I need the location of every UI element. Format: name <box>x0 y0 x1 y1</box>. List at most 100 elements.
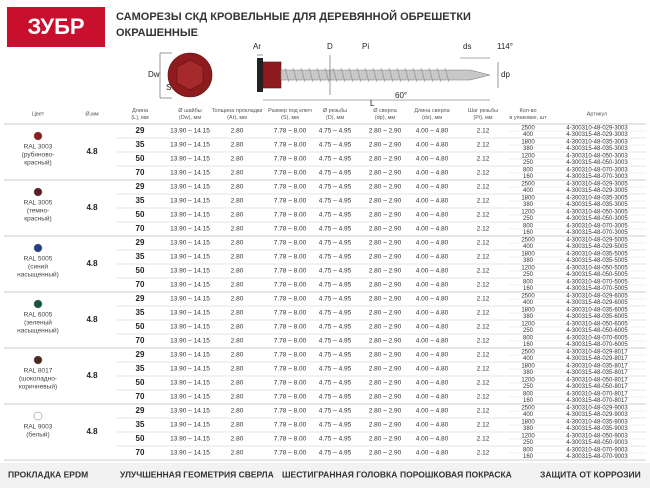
diameter: 4.8 <box>86 259 98 268</box>
spec-cell: 7.78 – 8.00 <box>274 212 307 219</box>
article: 4-300310-48-029-3005 <box>566 181 628 187</box>
spec-cell: 4.75 – 4.95 <box>319 254 352 261</box>
spec-cell: 2.12 <box>477 254 490 261</box>
column-header: (dp), мм <box>375 115 396 121</box>
spec-cell: 2.80 – 2.90 <box>369 324 402 331</box>
spec-cell: 13.90 – 14.15 <box>170 338 210 345</box>
spec-cell: 4.75 – 4.95 <box>319 170 352 177</box>
pack-qty: 400 <box>523 300 534 306</box>
spec-cell: 4.75 – 4.95 <box>319 338 352 345</box>
article: 4-300310-48-070-8017 <box>566 391 628 397</box>
color-name: (темно- <box>27 208 50 215</box>
pack-qty: 800 <box>523 223 534 229</box>
spec-cell: 2.80 <box>231 254 244 261</box>
spec-cell: 4.75 – 4.95 <box>319 128 352 135</box>
spec-cell: 7.78 – 8.00 <box>274 142 307 149</box>
spec-cell: 7.78 – 8.00 <box>274 450 307 457</box>
article: 4-300310-48-029-6005 <box>566 293 628 299</box>
spec-cell: 2.80 <box>231 296 244 303</box>
article: 4-300310-48-050-6005 <box>566 321 628 327</box>
spec-cell: 2.12 <box>477 352 490 359</box>
spec-cell: 2.80 – 2.90 <box>369 170 402 177</box>
article: 4-300315-48-050-6005 <box>566 328 628 334</box>
pack-qty: 380 <box>523 258 534 264</box>
feature: УЛУЧШЕННАЯ ГЕОМЕТРИЯ СВЕРЛА <box>120 469 274 479</box>
spec-cell: 4.00 – 4.80 <box>416 296 449 303</box>
spec-cell: 4.00 – 4.80 <box>416 380 449 387</box>
spec-cell: 2.80 – 2.90 <box>369 226 402 233</box>
article: 4-300310-48-035-3003 <box>566 139 628 145</box>
spec-cell: 4.00 – 4.80 <box>416 198 449 205</box>
spec-cell: 2.12 <box>477 310 490 317</box>
article: 4-300310-48-070-3005 <box>566 223 628 229</box>
spec-cell: 2.80 – 2.90 <box>369 352 402 359</box>
spec-cell: 2.80 <box>231 226 244 233</box>
spec-cell: 4.00 – 4.80 <box>416 366 449 373</box>
article: 4-300315-48-029-3005 <box>566 188 628 194</box>
spec-cell: 2.80 <box>231 436 244 443</box>
article: 4-300315-48-035-5005 <box>566 258 628 264</box>
spec-cell: 2.80 – 2.90 <box>369 450 402 457</box>
pack-qty: 250 <box>523 272 534 278</box>
spec-cell: 2.80 <box>231 268 244 275</box>
column-header: (ds), мм <box>422 115 442 121</box>
article: 4-300315-48-035-9003 <box>566 426 628 432</box>
pack-qty: 1800 <box>521 363 535 369</box>
spec-cell: 13.90 – 14.15 <box>170 436 210 443</box>
spec-cell: 2.80 – 2.90 <box>369 380 402 387</box>
article: 4-300310-48-029-8017 <box>566 349 628 355</box>
color-name: насыщенный) <box>17 271 59 279</box>
pack-qty: 160 <box>523 174 534 180</box>
color-swatch <box>33 187 43 197</box>
spec-cell: 4.00 – 4.80 <box>416 226 449 233</box>
spec-cell: 2.12 <box>477 170 490 177</box>
spec-cell: 4.75 – 4.95 <box>319 198 352 205</box>
color-swatch <box>33 411 43 421</box>
dim-label: S <box>166 83 171 92</box>
spec-cell: 2.80 <box>231 184 244 191</box>
spec-cell: 4.75 – 4.95 <box>319 226 352 233</box>
spec-cell: 2.12 <box>477 408 490 415</box>
spec-cell: 4.75 – 4.95 <box>319 436 352 443</box>
spec-cell: 7.78 – 8.00 <box>274 324 307 331</box>
spec-cell: 4.00 – 4.80 <box>416 394 449 401</box>
spec-cell: 2.12 <box>477 184 490 191</box>
article: 4-300310-48-070-3003 <box>566 167 628 173</box>
spec-cell: 2.80 <box>231 156 244 163</box>
spec-cell: 2.80 <box>231 366 244 373</box>
spec-cell: 2.12 <box>477 366 490 373</box>
spec-cell: 4.00 – 4.80 <box>416 142 449 149</box>
spec-cell: 2.80 – 2.90 <box>369 156 402 163</box>
pack-qty: 800 <box>523 447 534 453</box>
spec-cell: 4.00 – 4.80 <box>416 422 449 429</box>
length: 29 <box>136 406 145 415</box>
pack-qty: 400 <box>523 356 534 362</box>
spec-cell: 4.00 – 4.80 <box>416 240 449 247</box>
color-name: RAL 3003 <box>24 144 53 151</box>
spec-cell: 4.75 – 4.95 <box>319 282 352 289</box>
spec-cell: 2.12 <box>477 198 490 205</box>
spec-cell: 7.78 – 8.00 <box>274 352 307 359</box>
article: 4-300310-48-050-8017 <box>566 377 628 383</box>
length: 35 <box>136 252 145 261</box>
spec-cell: 2.80 – 2.90 <box>369 296 402 303</box>
spec-cell: 2.12 <box>477 142 490 149</box>
spec-cell: 7.78 – 8.00 <box>274 170 307 177</box>
article: 4-300315-48-035-8017 <box>566 370 628 376</box>
column-header: (Pi), мм <box>473 115 492 121</box>
article: 4-300310-48-035-9003 <box>566 419 628 425</box>
pack-qty: 800 <box>523 335 534 341</box>
color-name: RAL 8017 <box>24 368 53 375</box>
spec-cell: 2.80 – 2.90 <box>369 310 402 317</box>
spec-cell: 4.00 – 4.80 <box>416 352 449 359</box>
column-header: (S), мм <box>281 115 299 121</box>
spec-cell: 4.00 – 4.80 <box>416 282 449 289</box>
spec-cell: 7.78 – 8.00 <box>274 240 307 247</box>
column-header: Толщина прокладки <box>212 108 263 114</box>
spec-cell: 13.90 – 14.15 <box>170 450 210 457</box>
pack-qty: 800 <box>523 167 534 173</box>
spec-cell: 4.75 – 4.95 <box>319 184 352 191</box>
color-name: RAL 6005 <box>24 312 53 319</box>
